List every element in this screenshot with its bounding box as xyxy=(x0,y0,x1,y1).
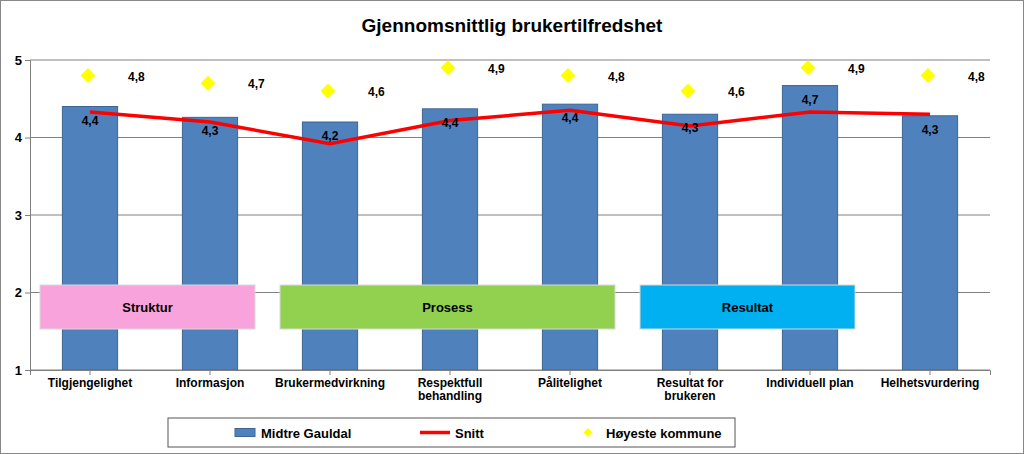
y-tick-mark xyxy=(25,293,30,294)
grid-line xyxy=(30,215,990,216)
legend-label: Høyeste kommune xyxy=(606,426,722,441)
x-tick: Resultat forbrukeren xyxy=(657,370,724,403)
marker xyxy=(561,68,576,83)
y-tick-label: 2 xyxy=(15,285,22,300)
data-label: 4,9 xyxy=(488,62,505,76)
x-tick: Tilgjengelighet xyxy=(48,370,132,390)
y-tick-mark xyxy=(25,370,30,371)
x-tick: Informasjon xyxy=(176,370,245,390)
bar xyxy=(662,114,717,370)
x-tick-label: Pålitelighet xyxy=(538,376,602,390)
y-tick-label: 5 xyxy=(15,53,22,68)
legend: Midtre Gauldal Snitt Høyeste kommune xyxy=(168,418,735,447)
data-label: 4,4 xyxy=(82,114,99,128)
legend-swatch xyxy=(420,431,450,435)
marker xyxy=(201,76,216,91)
data-label: 4,3 xyxy=(922,123,939,137)
x-tick: Respektfullbehandling xyxy=(418,370,483,403)
data-label: 4,3 xyxy=(202,124,219,138)
grid-line xyxy=(30,137,990,138)
data-labels: 4,4 4,3 4,2 4,4 4,4 4,3 4,7 4,3 4,8 4,7 4,6 4,9 4,8 4… xyxy=(82,62,985,143)
line xyxy=(90,110,930,143)
x-tick-label: Brukermedvirkning xyxy=(275,376,385,390)
bar xyxy=(542,104,597,370)
y-axis-line xyxy=(25,61,31,371)
grid xyxy=(30,60,990,370)
annotation-label: Resultat xyxy=(722,300,774,315)
x-tick-mark xyxy=(90,370,91,375)
marker xyxy=(441,60,456,75)
y-tick: 2 xyxy=(15,285,30,300)
legend-label: Snitt xyxy=(455,426,485,441)
bar xyxy=(302,122,357,370)
x-tick-label: Resultat forbrukeren xyxy=(657,376,724,404)
data-label: 4,6 xyxy=(728,85,745,99)
x-tick: Pålitelighet xyxy=(538,370,602,390)
y-tick: 4 xyxy=(15,130,30,145)
chart-title: Gjennomsnittlig brukertilfredshet xyxy=(362,15,664,36)
x-tick-label: Informasjon xyxy=(176,376,245,390)
y-tick-label: 4 xyxy=(15,130,23,145)
bar xyxy=(902,116,957,370)
x-tick-label: Respektfullbehandling xyxy=(418,376,483,404)
x-axis: Tilgjengelighet Informasjon Brukermedvirkn… xyxy=(31,370,991,403)
marker xyxy=(681,84,696,99)
annotations: Struktur Prosess Resultat xyxy=(40,285,855,329)
annotation-box xyxy=(40,285,255,329)
y-tick-label: 1 xyxy=(15,363,22,378)
x-tick-mark xyxy=(450,370,451,375)
data-label: 4,9 xyxy=(848,62,865,76)
annotation-label: Prosess xyxy=(422,300,473,315)
y-tick: 3 xyxy=(15,208,30,223)
data-label: 4,8 xyxy=(968,70,985,84)
y-tick-label: 3 xyxy=(15,208,22,223)
data-label: 4,2 xyxy=(322,129,339,143)
x-tick-label: Tilgjengelighet xyxy=(48,376,132,390)
x-tick-mark xyxy=(930,370,931,375)
data-label: 4,7 xyxy=(802,93,819,107)
x-tick: Brukermedvirkning xyxy=(275,370,385,390)
data-label: 4,7 xyxy=(248,77,265,91)
chart-svg: Gjennomsnittlig brukertilfredshet 1 2 3 4 5 Ti… xyxy=(0,0,1024,454)
marker xyxy=(81,68,96,83)
annotation-box xyxy=(280,285,615,329)
legend-swatch xyxy=(235,429,255,437)
bar xyxy=(62,107,117,371)
annotation-label: Struktur xyxy=(122,300,173,315)
data-label: 4,8 xyxy=(608,70,625,84)
data-label: 4,8 xyxy=(128,70,145,84)
data-label: 4,4 xyxy=(562,111,579,125)
marker xyxy=(801,60,816,75)
x-tick-mark xyxy=(810,370,811,375)
x-axis-line xyxy=(31,371,991,376)
marker xyxy=(921,68,936,83)
bar xyxy=(182,117,237,370)
x-tick-mark xyxy=(690,370,691,375)
data-label: 4,6 xyxy=(368,85,385,99)
grid-line xyxy=(30,60,990,61)
data-label: 4,4 xyxy=(442,116,459,130)
legend-swatch xyxy=(584,428,593,437)
y-tick: 1 xyxy=(15,363,30,378)
x-tick-mark xyxy=(330,370,331,375)
legend-box xyxy=(168,418,735,447)
bar xyxy=(422,109,477,370)
marker xyxy=(321,84,336,99)
y-tick-mark xyxy=(25,138,30,139)
annotation-box xyxy=(640,285,855,329)
chart-border xyxy=(1,1,1024,454)
y-tick-mark xyxy=(25,215,30,216)
x-tick: Individuell plan xyxy=(766,370,853,390)
x-tick-label: Helhetsvurdering xyxy=(881,376,980,390)
y-tick-mark xyxy=(25,60,30,61)
legend-label: Midtre Gauldal xyxy=(261,426,351,441)
x-tick-label: Individuell plan xyxy=(766,376,853,390)
data-label: 4,3 xyxy=(682,121,699,135)
y-axis: 1 2 3 4 5 xyxy=(15,53,31,378)
x-tick-mark xyxy=(210,370,211,375)
x-tick-mark xyxy=(570,370,571,375)
y-tick: 5 xyxy=(15,53,30,68)
x-tick: Helhetsvurdering xyxy=(881,370,980,390)
